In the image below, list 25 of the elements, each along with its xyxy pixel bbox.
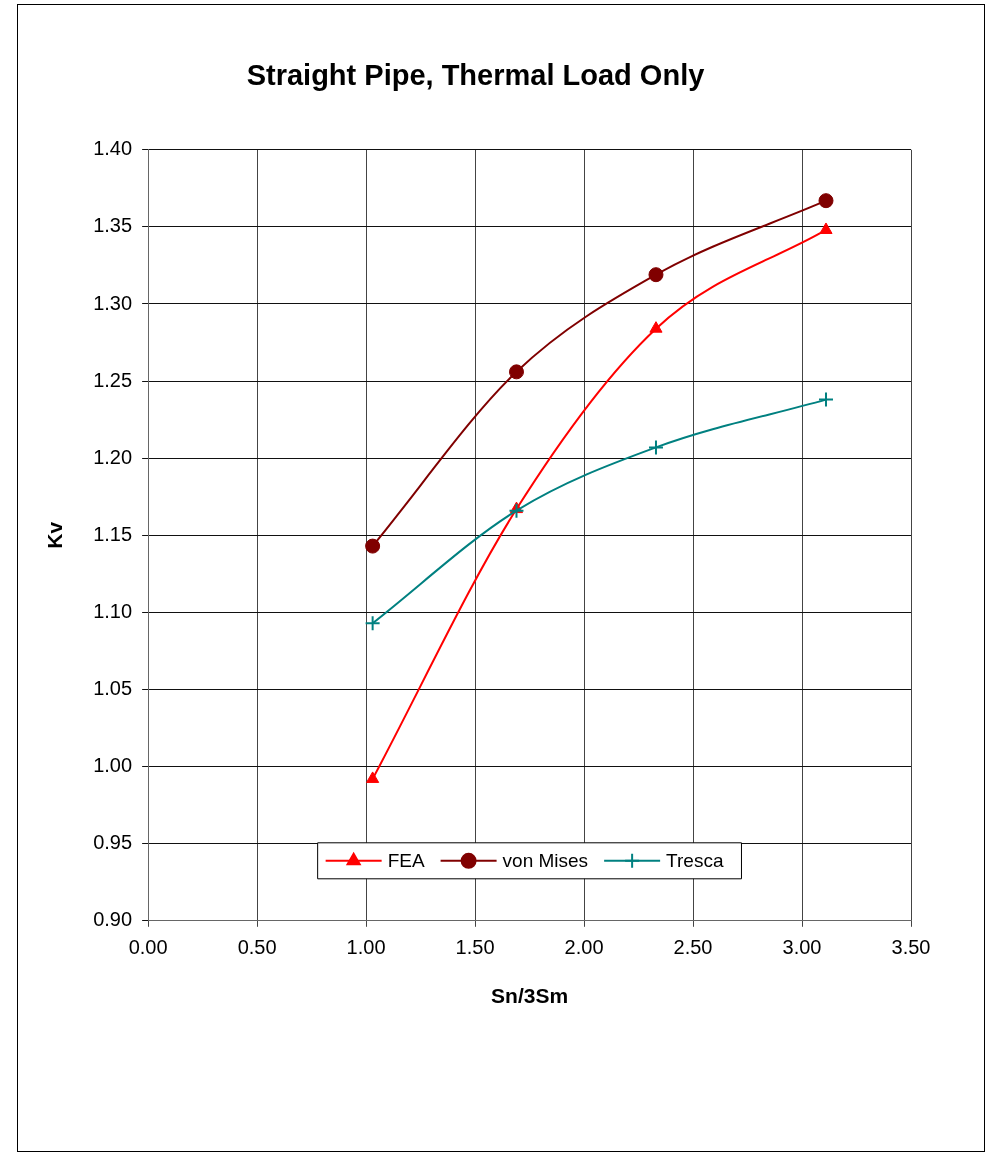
y-tick-label: 1.10 — [93, 599, 133, 622]
x-tick-label: 3.00 — [782, 936, 822, 959]
x-axis-title: Sn/3Sm — [491, 984, 569, 1008]
y-tick-label: 0.90 — [93, 908, 133, 931]
x-tick-label: 0.00 — [128, 936, 168, 959]
y-tick-label: 0.95 — [93, 831, 133, 854]
x-tick-label: 2.00 — [564, 936, 604, 959]
y-tick-label: 1.40 — [93, 137, 133, 160]
y-tick-label: 1.15 — [93, 522, 133, 545]
y-tick-label: 1.35 — [93, 214, 133, 237]
legend-label: von Mises — [502, 850, 589, 872]
x-tick-label: 3.50 — [891, 936, 931, 959]
y-axis-title: Kv — [43, 521, 67, 549]
chart-title: Straight Pipe, Thermal Load Only — [246, 59, 705, 92]
y-tick-label: 1.00 — [93, 754, 133, 777]
y-tick-label: 1.25 — [93, 368, 133, 391]
x-tick-label: 0.50 — [237, 936, 277, 959]
x-tick-label: 1.50 — [455, 936, 495, 959]
x-tick-label: 1.00 — [346, 936, 386, 959]
x-tick-label: 2.50 — [673, 936, 713, 959]
y-tick-label: 1.05 — [93, 677, 133, 700]
y-tick-label: 1.20 — [93, 445, 133, 468]
y-tick-label: 1.30 — [93, 291, 133, 314]
legend-label: FEA — [387, 850, 425, 872]
legend-label: Tresca — [666, 850, 724, 872]
